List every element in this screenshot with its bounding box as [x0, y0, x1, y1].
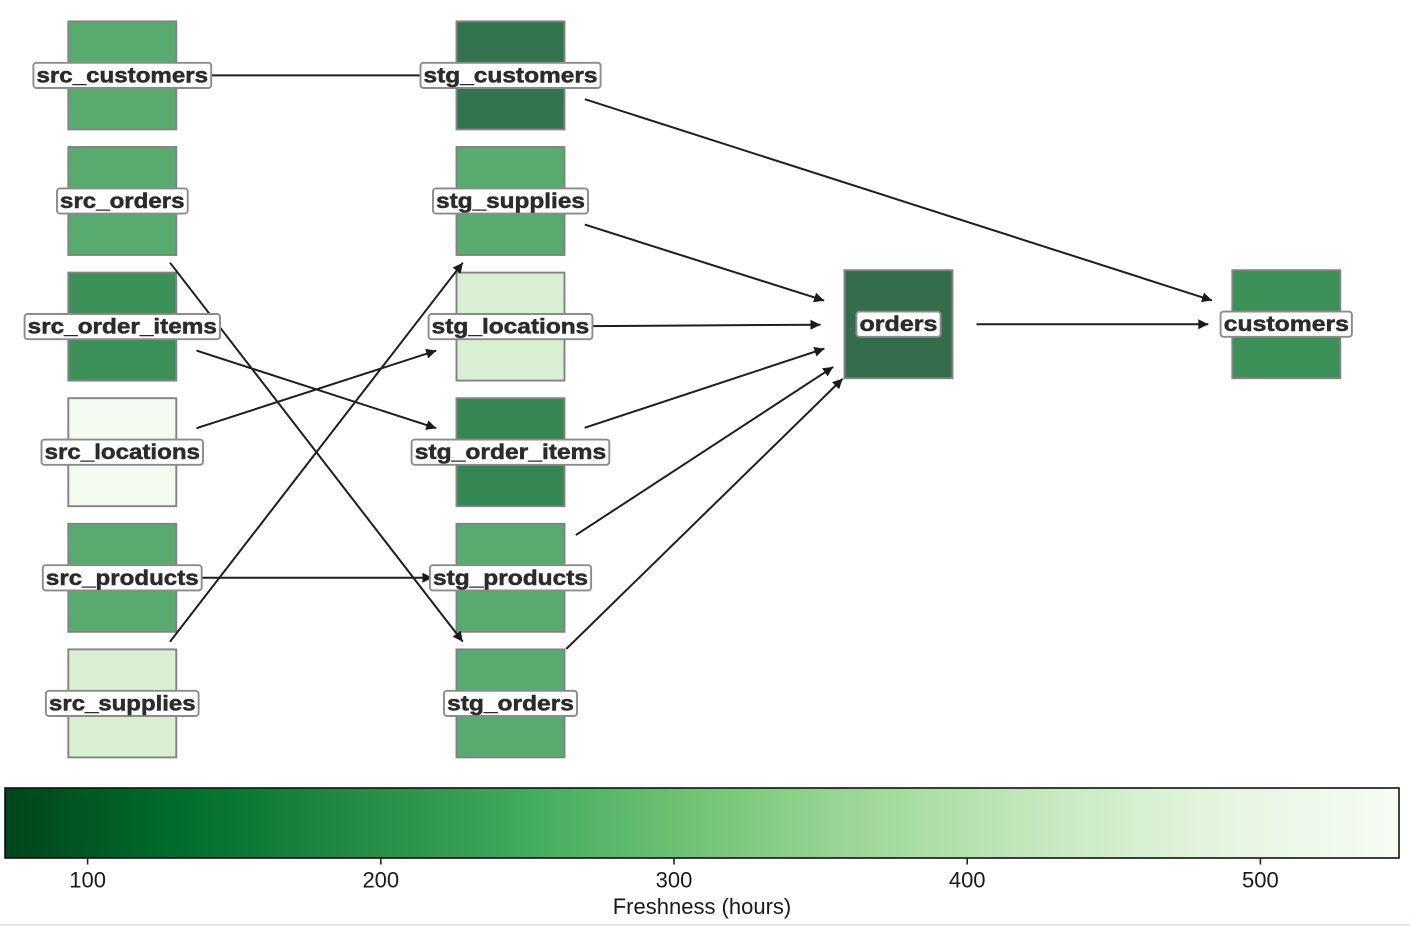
svg-text:200: 200 — [362, 867, 399, 892]
svg-text:src_customers: src_customers — [37, 63, 209, 87]
svg-text:src_products: src_products — [46, 566, 199, 590]
svg-text:500: 500 — [1242, 867, 1279, 892]
svg-text:stg_products: stg_products — [433, 566, 588, 590]
svg-text:stg_orders: stg_orders — [447, 691, 574, 715]
svg-text:stg_locations: stg_locations — [432, 315, 590, 339]
svg-text:customers: customers — [1224, 312, 1349, 336]
svg-text:orders: orders — [860, 312, 938, 336]
svg-text:src_locations: src_locations — [45, 440, 200, 464]
svg-text:100: 100 — [69, 867, 106, 892]
svg-text:src_orders: src_orders — [60, 189, 185, 213]
svg-text:stg_supplies: stg_supplies — [436, 189, 585, 213]
svg-text:400: 400 — [949, 867, 986, 892]
svg-text:stg_order_items: stg_order_items — [415, 440, 607, 464]
svg-text:stg_customers: stg_customers — [424, 63, 598, 87]
svg-text:300: 300 — [656, 867, 693, 892]
svg-text:Freshness (hours): Freshness (hours) — [613, 894, 792, 919]
svg-text:src_order_items: src_order_items — [28, 315, 217, 339]
svg-text:src_supplies: src_supplies — [49, 691, 196, 715]
